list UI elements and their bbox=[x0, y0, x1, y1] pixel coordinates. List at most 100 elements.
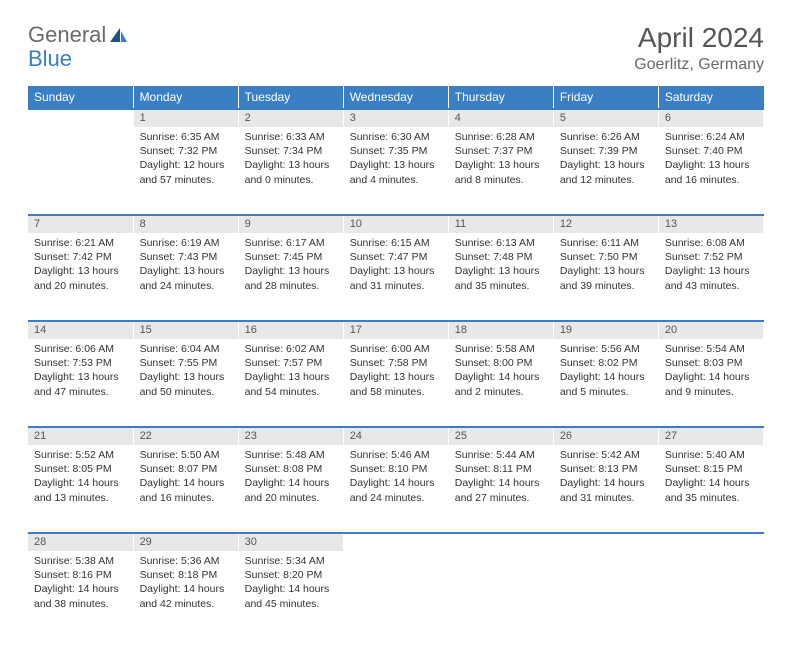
daylight-text: Daylight: 13 hours and 24 minutes. bbox=[140, 264, 232, 292]
day-number: 3 bbox=[343, 109, 448, 127]
sunset-text: Sunset: 7:37 PM bbox=[455, 144, 547, 158]
day-cell: Sunrise: 6:17 AMSunset: 7:45 PMDaylight:… bbox=[238, 233, 343, 321]
sunset-text: Sunset: 7:34 PM bbox=[245, 144, 337, 158]
day-number: 23 bbox=[238, 427, 343, 445]
day-number: 4 bbox=[448, 109, 553, 127]
day-cell: Sunrise: 6:24 AMSunset: 7:40 PMDaylight:… bbox=[658, 127, 763, 215]
daylight-text: Daylight: 14 hours and 20 minutes. bbox=[245, 476, 337, 504]
day-cell bbox=[658, 551, 763, 639]
daylight-text: Daylight: 13 hours and 43 minutes. bbox=[665, 264, 757, 292]
sunrise-text: Sunrise: 6:04 AM bbox=[140, 342, 232, 356]
day-number bbox=[343, 533, 448, 551]
day-header: Friday bbox=[553, 86, 658, 109]
daylight-text: Daylight: 14 hours and 35 minutes. bbox=[665, 476, 757, 504]
day-cell: Sunrise: 6:28 AMSunset: 7:37 PMDaylight:… bbox=[448, 127, 553, 215]
sunrise-text: Sunrise: 6:08 AM bbox=[665, 236, 757, 250]
day-cell: Sunrise: 6:11 AMSunset: 7:50 PMDaylight:… bbox=[553, 233, 658, 321]
day-content-row: Sunrise: 5:52 AMSunset: 8:05 PMDaylight:… bbox=[28, 445, 764, 533]
sunset-text: Sunset: 8:05 PM bbox=[34, 462, 127, 476]
sunset-text: Sunset: 7:35 PM bbox=[350, 144, 442, 158]
day-number: 9 bbox=[238, 215, 343, 233]
daylight-text: Daylight: 14 hours and 45 minutes. bbox=[245, 582, 337, 610]
day-cell: Sunrise: 6:35 AMSunset: 7:32 PMDaylight:… bbox=[133, 127, 238, 215]
daylight-text: Daylight: 14 hours and 24 minutes. bbox=[350, 476, 442, 504]
sunrise-text: Sunrise: 5:52 AM bbox=[34, 448, 127, 462]
day-number: 30 bbox=[238, 533, 343, 551]
day-cell: Sunrise: 5:54 AMSunset: 8:03 PMDaylight:… bbox=[658, 339, 763, 427]
sunset-text: Sunset: 8:10 PM bbox=[350, 462, 442, 476]
day-number: 22 bbox=[133, 427, 238, 445]
day-header: Tuesday bbox=[238, 86, 343, 109]
day-number: 28 bbox=[28, 533, 133, 551]
day-number bbox=[28, 109, 133, 127]
day-number: 12 bbox=[553, 215, 658, 233]
daylight-text: Daylight: 13 hours and 50 minutes. bbox=[140, 370, 232, 398]
day-number: 13 bbox=[658, 215, 763, 233]
daynum-row: 78910111213 bbox=[28, 215, 764, 233]
sunset-text: Sunset: 8:20 PM bbox=[245, 568, 337, 582]
day-cell: Sunrise: 5:50 AMSunset: 8:07 PMDaylight:… bbox=[133, 445, 238, 533]
daylight-text: Daylight: 13 hours and 28 minutes. bbox=[245, 264, 337, 292]
day-cell: Sunrise: 6:33 AMSunset: 7:34 PMDaylight:… bbox=[238, 127, 343, 215]
day-number: 10 bbox=[343, 215, 448, 233]
day-number: 24 bbox=[343, 427, 448, 445]
day-content-row: Sunrise: 5:38 AMSunset: 8:16 PMDaylight:… bbox=[28, 551, 764, 639]
sunrise-text: Sunrise: 6:21 AM bbox=[34, 236, 127, 250]
day-cell: Sunrise: 5:56 AMSunset: 8:02 PMDaylight:… bbox=[553, 339, 658, 427]
sunrise-text: Sunrise: 6:26 AM bbox=[560, 130, 652, 144]
sunrise-text: Sunrise: 6:19 AM bbox=[140, 236, 232, 250]
day-number: 21 bbox=[28, 427, 133, 445]
daylight-text: Daylight: 13 hours and 20 minutes. bbox=[34, 264, 127, 292]
logo-text-blue: Blue bbox=[28, 46, 72, 71]
page-header: General April 2024 Goerlitz, Germany bbox=[28, 22, 764, 74]
sunrise-text: Sunrise: 5:40 AM bbox=[665, 448, 757, 462]
sunset-text: Sunset: 8:18 PM bbox=[140, 568, 232, 582]
day-number bbox=[658, 533, 763, 551]
sunset-text: Sunset: 8:13 PM bbox=[560, 462, 652, 476]
sunset-text: Sunset: 8:02 PM bbox=[560, 356, 652, 370]
day-cell: Sunrise: 6:13 AMSunset: 7:48 PMDaylight:… bbox=[448, 233, 553, 321]
day-cell: Sunrise: 6:30 AMSunset: 7:35 PMDaylight:… bbox=[343, 127, 448, 215]
sunrise-text: Sunrise: 5:46 AM bbox=[350, 448, 442, 462]
day-cell: Sunrise: 5:42 AMSunset: 8:13 PMDaylight:… bbox=[553, 445, 658, 533]
day-cell: Sunrise: 6:00 AMSunset: 7:58 PMDaylight:… bbox=[343, 339, 448, 427]
sunset-text: Sunset: 7:52 PM bbox=[665, 250, 757, 264]
daylight-text: Daylight: 13 hours and 58 minutes. bbox=[350, 370, 442, 398]
day-cell: Sunrise: 6:08 AMSunset: 7:52 PMDaylight:… bbox=[658, 233, 763, 321]
daylight-text: Daylight: 14 hours and 31 minutes. bbox=[560, 476, 652, 504]
day-number: 29 bbox=[133, 533, 238, 551]
day-cell: Sunrise: 5:46 AMSunset: 8:10 PMDaylight:… bbox=[343, 445, 448, 533]
sunrise-text: Sunrise: 6:24 AM bbox=[665, 130, 757, 144]
day-number: 7 bbox=[28, 215, 133, 233]
day-cell bbox=[28, 127, 133, 215]
day-content-row: Sunrise: 6:06 AMSunset: 7:53 PMDaylight:… bbox=[28, 339, 764, 427]
day-number: 16 bbox=[238, 321, 343, 339]
day-header: Saturday bbox=[658, 86, 763, 109]
daylight-text: Daylight: 14 hours and 5 minutes. bbox=[560, 370, 652, 398]
day-cell: Sunrise: 5:58 AMSunset: 8:00 PMDaylight:… bbox=[448, 339, 553, 427]
calendar-page: General April 2024 Goerlitz, Germany Blu… bbox=[0, 0, 792, 649]
daynum-row: 14151617181920 bbox=[28, 321, 764, 339]
sunrise-text: Sunrise: 5:48 AM bbox=[245, 448, 337, 462]
sunrise-text: Sunrise: 6:28 AM bbox=[455, 130, 547, 144]
day-cell bbox=[343, 551, 448, 639]
day-cell: Sunrise: 6:06 AMSunset: 7:53 PMDaylight:… bbox=[28, 339, 133, 427]
day-cell: Sunrise: 5:34 AMSunset: 8:20 PMDaylight:… bbox=[238, 551, 343, 639]
sunrise-text: Sunrise: 6:17 AM bbox=[245, 236, 337, 250]
sunrise-text: Sunrise: 6:30 AM bbox=[350, 130, 442, 144]
daylight-text: Daylight: 14 hours and 13 minutes. bbox=[34, 476, 127, 504]
day-number: 20 bbox=[658, 321, 763, 339]
day-number: 17 bbox=[343, 321, 448, 339]
sunset-text: Sunset: 7:50 PM bbox=[560, 250, 652, 264]
sunset-text: Sunset: 7:45 PM bbox=[245, 250, 337, 264]
day-number bbox=[553, 533, 658, 551]
day-cell: Sunrise: 6:19 AMSunset: 7:43 PMDaylight:… bbox=[133, 233, 238, 321]
day-number: 2 bbox=[238, 109, 343, 127]
sunrise-text: Sunrise: 6:02 AM bbox=[245, 342, 337, 356]
day-number: 8 bbox=[133, 215, 238, 233]
month-title: April 2024 bbox=[634, 22, 764, 54]
day-cell: Sunrise: 6:26 AMSunset: 7:39 PMDaylight:… bbox=[553, 127, 658, 215]
sunset-text: Sunset: 7:57 PM bbox=[245, 356, 337, 370]
sunrise-text: Sunrise: 6:33 AM bbox=[245, 130, 337, 144]
sunrise-text: Sunrise: 5:38 AM bbox=[34, 554, 127, 568]
